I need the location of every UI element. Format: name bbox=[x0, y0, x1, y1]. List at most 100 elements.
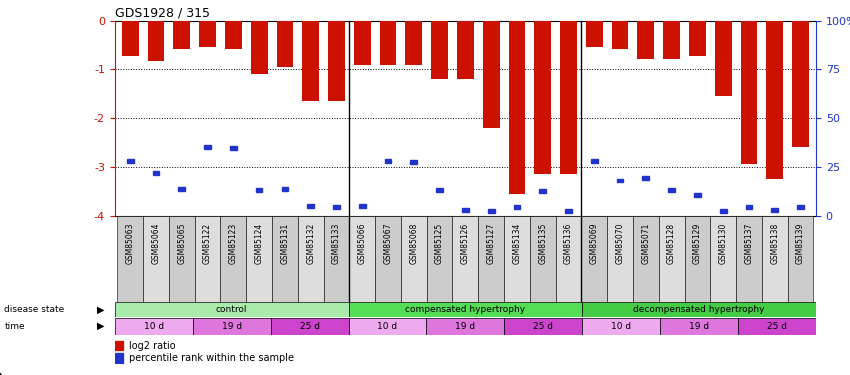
Bar bbox=[169, 216, 195, 302]
Bar bbox=[199, 21, 216, 48]
Bar bbox=[348, 302, 582, 317]
Text: 19 d: 19 d bbox=[689, 322, 709, 331]
Bar bbox=[462, 208, 468, 212]
Text: GSM85124: GSM85124 bbox=[255, 222, 264, 264]
Bar bbox=[401, 216, 427, 302]
Bar bbox=[230, 146, 236, 150]
Bar bbox=[328, 21, 345, 101]
Bar bbox=[762, 216, 788, 302]
Bar bbox=[173, 21, 190, 49]
Bar bbox=[556, 216, 581, 302]
Text: 25 d: 25 d bbox=[299, 322, 320, 331]
Bar bbox=[660, 318, 738, 334]
Bar bbox=[359, 204, 366, 208]
Text: disease state: disease state bbox=[4, 305, 65, 314]
Bar bbox=[612, 21, 628, 49]
Text: GDS1928 / 315: GDS1928 / 315 bbox=[115, 6, 210, 20]
Text: GSM85127: GSM85127 bbox=[487, 222, 496, 264]
Bar bbox=[720, 209, 727, 213]
Bar bbox=[797, 205, 804, 209]
Bar bbox=[225, 21, 241, 49]
Text: time: time bbox=[4, 322, 25, 331]
Bar bbox=[153, 171, 159, 175]
Text: log2 ratio: log2 ratio bbox=[129, 341, 175, 351]
Bar bbox=[479, 216, 504, 302]
Text: GSM85139: GSM85139 bbox=[796, 222, 805, 264]
Bar bbox=[354, 21, 371, 64]
Text: GSM85133: GSM85133 bbox=[332, 222, 341, 264]
Bar bbox=[483, 21, 500, 128]
Bar bbox=[115, 318, 193, 334]
Text: GSM85134: GSM85134 bbox=[513, 222, 521, 264]
Text: GSM85071: GSM85071 bbox=[642, 222, 650, 264]
Bar bbox=[431, 21, 448, 79]
Bar bbox=[663, 21, 680, 58]
Text: GSM85137: GSM85137 bbox=[745, 222, 753, 264]
Bar bbox=[659, 216, 684, 302]
Text: GSM85131: GSM85131 bbox=[280, 222, 289, 264]
Text: GSM85069: GSM85069 bbox=[590, 222, 598, 264]
Bar bbox=[276, 21, 293, 67]
Bar bbox=[272, 216, 298, 302]
Text: 10 d: 10 d bbox=[377, 322, 398, 331]
Bar bbox=[405, 21, 422, 66]
Text: GSM85138: GSM85138 bbox=[770, 222, 779, 264]
Text: GSM85128: GSM85128 bbox=[667, 222, 676, 264]
Text: GSM85064: GSM85064 bbox=[151, 222, 161, 264]
Bar bbox=[220, 216, 246, 302]
Text: GSM85066: GSM85066 bbox=[358, 222, 366, 264]
Bar bbox=[251, 21, 268, 74]
Bar bbox=[694, 193, 700, 197]
Bar bbox=[736, 216, 762, 302]
Bar bbox=[308, 204, 314, 208]
Text: GSM85130: GSM85130 bbox=[719, 222, 728, 264]
Bar bbox=[385, 159, 391, 163]
Bar bbox=[148, 21, 164, 61]
Bar bbox=[122, 21, 139, 56]
Bar bbox=[436, 188, 443, 192]
Bar bbox=[117, 216, 143, 302]
Bar bbox=[427, 216, 452, 302]
Bar bbox=[530, 216, 556, 302]
Text: ▶: ▶ bbox=[97, 304, 104, 314]
Bar bbox=[115, 353, 123, 363]
Bar bbox=[281, 187, 288, 191]
Bar bbox=[535, 21, 551, 174]
Bar bbox=[178, 187, 185, 191]
Bar bbox=[638, 21, 654, 58]
Bar bbox=[143, 216, 169, 302]
Bar bbox=[375, 216, 401, 302]
Bar bbox=[740, 21, 757, 164]
Bar bbox=[684, 216, 711, 302]
Bar bbox=[788, 216, 813, 302]
Bar bbox=[195, 216, 220, 302]
Bar bbox=[586, 21, 603, 48]
Bar bbox=[427, 318, 504, 334]
Text: GSM85132: GSM85132 bbox=[306, 222, 315, 264]
Text: compensated hypertrophy: compensated hypertrophy bbox=[405, 305, 525, 314]
Bar bbox=[349, 216, 375, 302]
Bar bbox=[633, 216, 659, 302]
Bar bbox=[508, 21, 525, 194]
Bar bbox=[303, 21, 319, 101]
Bar bbox=[792, 21, 809, 147]
Bar bbox=[711, 216, 736, 302]
Bar bbox=[246, 216, 272, 302]
Bar bbox=[772, 208, 778, 212]
Bar bbox=[617, 178, 623, 183]
Bar bbox=[581, 216, 607, 302]
Bar bbox=[298, 216, 324, 302]
Bar bbox=[591, 159, 598, 163]
Text: GSM85135: GSM85135 bbox=[538, 222, 547, 264]
Text: 19 d: 19 d bbox=[222, 322, 241, 331]
Text: GSM85122: GSM85122 bbox=[203, 222, 212, 264]
Text: GSM85125: GSM85125 bbox=[435, 222, 444, 264]
Bar bbox=[582, 318, 660, 334]
Bar bbox=[324, 216, 349, 302]
Bar bbox=[115, 302, 348, 317]
Text: GSM85070: GSM85070 bbox=[615, 222, 625, 264]
Bar bbox=[715, 21, 732, 96]
Bar bbox=[457, 21, 473, 79]
Bar bbox=[513, 205, 520, 209]
Text: GSM85136: GSM85136 bbox=[564, 222, 573, 264]
